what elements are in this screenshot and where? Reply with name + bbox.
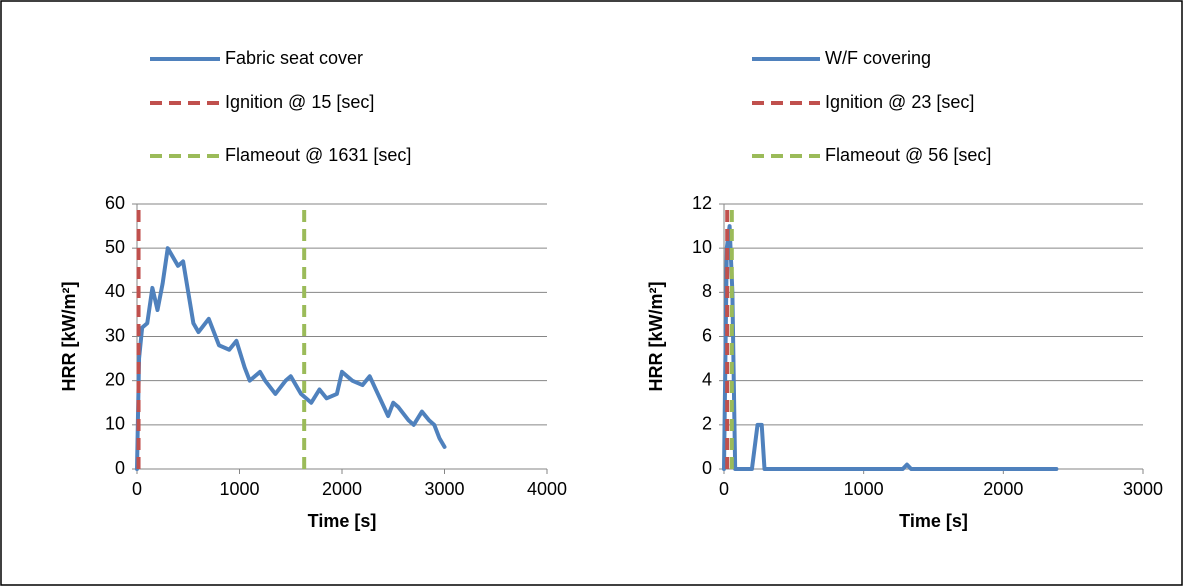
- y-tick-label: 6: [702, 325, 712, 345]
- y-axis-title: HRR [kW/m²]: [59, 282, 79, 392]
- x-axis-title: Time [s]: [899, 511, 968, 531]
- x-tick-label: 3000: [424, 479, 464, 499]
- y-tick-label: 0: [702, 458, 712, 478]
- y-tick-label: 4: [702, 369, 712, 389]
- legend-label: Ignition @ 15 [sec]: [225, 92, 374, 112]
- y-tick-label: 8: [702, 281, 712, 301]
- legend-label: Flameout @ 56 [sec]: [825, 145, 991, 165]
- data-line: [722, 224, 1059, 471]
- y-tick-label: 0: [115, 458, 125, 478]
- legend-label: Flameout @ 1631 [sec]: [225, 145, 411, 165]
- x-tick-label: 1000: [844, 479, 884, 499]
- legend-label: Fabric seat cover: [225, 48, 363, 68]
- y-axis-title: HRR [kW/m²]: [646, 282, 666, 392]
- y-tick-label: 10: [692, 237, 712, 257]
- x-tick-label: 1000: [219, 479, 259, 499]
- y-tick-label: 2: [702, 414, 712, 434]
- y-tick-label: 60: [105, 193, 125, 213]
- y-tick-label: 40: [105, 281, 125, 301]
- x-tick-label: 4000: [527, 479, 567, 499]
- x-tick-label: 3000: [1123, 479, 1163, 499]
- y-tick-label: 30: [105, 325, 125, 345]
- y-tick-label: 20: [105, 369, 125, 389]
- legend-label: W/F covering: [825, 48, 931, 68]
- y-tick-label: 12: [692, 193, 712, 213]
- x-tick-label: 2000: [983, 479, 1023, 499]
- x-tick-label: 2000: [322, 479, 362, 499]
- x-tick-label: 0: [719, 479, 729, 499]
- legend-label: Ignition @ 23 [sec]: [825, 92, 974, 112]
- data-line: [135, 246, 447, 471]
- y-tick-label: 50: [105, 237, 125, 257]
- x-axis-title: Time [s]: [308, 511, 377, 531]
- x-tick-label: 0: [132, 479, 142, 499]
- y-tick-label: 10: [105, 414, 125, 434]
